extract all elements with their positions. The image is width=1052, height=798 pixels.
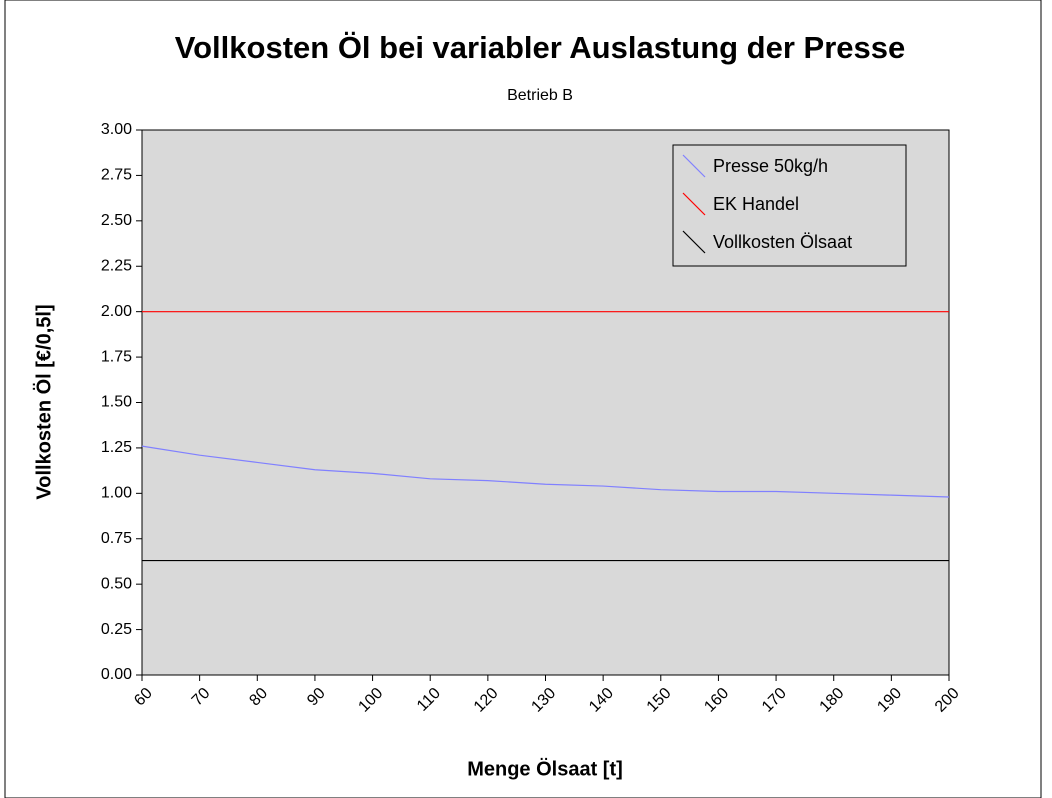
y-tick-label: 0.00 <box>101 666 132 683</box>
legend-box <box>672 144 907 267</box>
y-tick-label: 2.50 <box>101 212 132 229</box>
chart-title: Vollkosten Öl bei variabler Auslastung d… <box>175 30 905 65</box>
legend-label: Presse 50kg/h <box>713 156 828 176</box>
legend-label: Vollkosten Ölsaat <box>713 232 852 252</box>
y-tick-label: 2.25 <box>101 257 132 274</box>
y-axis-label: Vollkosten Öl [€/0,5l] <box>32 304 55 499</box>
series-line <box>141 445 950 498</box>
y-tick-label: 1.50 <box>101 394 132 411</box>
y-tick-label: 0.25 <box>101 621 132 638</box>
chart-subtitle: Betrieb B <box>507 87 573 104</box>
y-tick-label: 0.75 <box>101 530 132 547</box>
x-axis-label: Menge Ölsaat [t] <box>467 757 623 780</box>
y-tick-label: 1.25 <box>101 439 132 456</box>
legend-symbol <box>682 230 706 254</box>
y-tick-label: 1.75 <box>101 348 132 365</box>
y-tick-label: 1.00 <box>101 485 132 502</box>
legend-symbol <box>682 192 706 216</box>
y-tick-label: 2.75 <box>101 167 132 184</box>
legend-label: EK Handel <box>713 194 799 214</box>
y-tick-label: 0.50 <box>101 575 132 592</box>
legend-symbol <box>682 154 706 178</box>
y-tick-label: 3.00 <box>101 121 132 138</box>
y-tick-label: 2.00 <box>101 303 132 320</box>
